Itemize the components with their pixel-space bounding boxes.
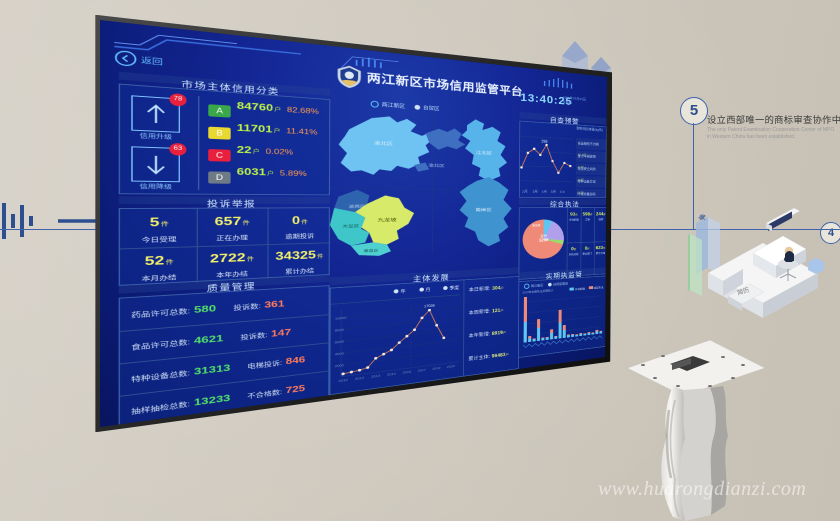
svg-text:渝北区: 渝北区 <box>428 163 444 168</box>
svg-text:2019: 2019 <box>432 366 440 371</box>
svg-text:2015: 2015 <box>403 370 412 375</box>
svg-text:2017: 2017 <box>418 368 426 373</box>
svg-text:2月: 2月 <box>522 190 528 194</box>
svg-text:4月: 4月 <box>542 190 547 194</box>
svg-text:2000: 2000 <box>335 363 345 368</box>
svg-text:10000: 10000 <box>335 316 347 321</box>
svg-text:九龙坡: 九龙坡 <box>378 217 397 223</box>
svg-text:南岸区: 南岸区 <box>475 207 492 212</box>
svg-text:5月: 5月 <box>551 190 556 194</box>
svg-text:荣昌区: 荣昌区 <box>364 248 379 253</box>
svg-text:2013: 2013 <box>371 374 380 379</box>
svg-text:2020: 2020 <box>447 364 455 369</box>
svg-text:2010: 2010 <box>338 378 347 383</box>
svg-text:198: 198 <box>541 140 548 144</box>
svg-text:2014: 2014 <box>387 372 396 377</box>
svg-text:3月: 3月 <box>532 190 537 194</box>
svg-text:6000: 6000 <box>335 340 345 345</box>
svg-text:2012: 2012 <box>355 376 364 381</box>
svg-text:江北区: 江北区 <box>476 150 493 155</box>
svg-text:大足区: 大足区 <box>342 223 359 229</box>
svg-text:8000: 8000 <box>335 328 345 333</box>
svg-text:6-8: 6-8 <box>560 191 565 194</box>
svg-text:渝北区: 渝北区 <box>374 140 393 147</box>
svg-text:4000: 4000 <box>335 352 345 357</box>
svg-text:17036: 17036 <box>424 304 435 309</box>
